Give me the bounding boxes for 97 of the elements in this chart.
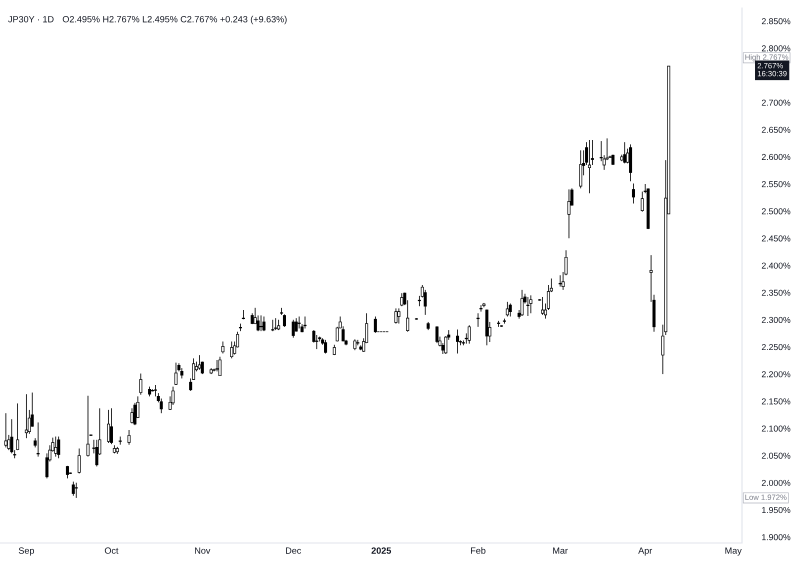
candlestick xyxy=(54,436,58,458)
candlestick xyxy=(148,386,152,397)
candlestick xyxy=(479,304,483,312)
candlestick xyxy=(24,394,28,439)
y-tick-label: 2.000% xyxy=(762,480,790,486)
candlestick xyxy=(86,395,90,458)
candlestick xyxy=(324,339,328,354)
candlestick xyxy=(374,316,377,334)
candlestick xyxy=(342,326,345,342)
candlestick xyxy=(16,402,20,451)
candlestick xyxy=(274,318,278,331)
candlestick xyxy=(292,319,295,338)
candlestick xyxy=(506,301,509,317)
candlestick xyxy=(303,316,307,329)
candlestick xyxy=(277,319,280,331)
candlestick xyxy=(424,289,427,316)
candlestick xyxy=(468,324,471,344)
candlestick xyxy=(230,341,234,359)
candlestick xyxy=(476,312,480,328)
candlestick xyxy=(526,296,530,316)
candlestick xyxy=(128,430,131,446)
candlestick xyxy=(280,307,284,316)
y-tick-label: 1.950% xyxy=(762,506,790,514)
x-tick-label: Sep xyxy=(18,547,34,556)
x-tick-label: Mar xyxy=(553,548,568,554)
candlestick xyxy=(353,338,356,351)
x-tick-label: Nov xyxy=(195,548,210,554)
candlestick xyxy=(66,465,69,479)
candlestick xyxy=(497,320,500,328)
candlestick xyxy=(502,318,506,324)
candlestick xyxy=(397,308,400,324)
x-tick-label: Feb xyxy=(471,547,486,554)
candlestick xyxy=(106,410,110,444)
candlestick xyxy=(36,422,40,458)
y-tick-label: 2.800% xyxy=(762,45,790,52)
y-tick-label: 2.400% xyxy=(762,262,790,269)
candlestick xyxy=(72,481,75,496)
candlestick xyxy=(216,360,219,372)
y-tick-label: 2.050% xyxy=(762,452,790,459)
y-tick-label: 2.450% xyxy=(762,235,790,242)
text: O2.495% H2.767% L2.495% C2.767% +0.243 (+9.63%) xyxy=(62,16,287,24)
y-tick-label: 2.700% xyxy=(762,100,790,106)
y-tick-label: 2.600% xyxy=(762,154,790,160)
y-tick-label: 2.500% xyxy=(762,208,790,214)
candlestick xyxy=(133,402,136,426)
y-tick-label: 2.550% xyxy=(762,181,790,188)
candlestick xyxy=(588,140,592,194)
x-tick-label: May xyxy=(725,548,742,556)
candlestick xyxy=(623,142,626,164)
candlestick xyxy=(174,362,178,386)
candlestick xyxy=(262,316,266,332)
candlestick xyxy=(57,436,60,459)
y-tick-label: 2.200% xyxy=(762,371,790,378)
candlestick xyxy=(632,183,636,204)
candlestick xyxy=(508,303,512,317)
candlestick xyxy=(640,191,644,212)
candlestick xyxy=(198,354,201,370)
x-tick-label: Apr xyxy=(638,548,652,556)
candlestick xyxy=(394,308,398,324)
y-tick-label: 2.150% xyxy=(762,398,790,404)
candlestick xyxy=(221,341,224,354)
y-tick-label: 2.100% xyxy=(762,426,790,432)
candlestick xyxy=(298,316,301,329)
candlestick xyxy=(259,315,263,332)
x-tick-label: 2025 xyxy=(372,547,392,554)
candlestick xyxy=(4,412,8,448)
y-tick-label: 2.650% xyxy=(762,126,790,133)
candlestick xyxy=(256,315,260,332)
candlestick xyxy=(529,294,532,314)
candlestick xyxy=(282,314,286,328)
y-tick-label: 2.350% xyxy=(762,290,790,296)
candlestick xyxy=(611,154,614,166)
y-tick-label: 1.900% xyxy=(762,534,790,540)
candlestick xyxy=(78,448,81,474)
candlestick xyxy=(271,319,274,332)
candlestick xyxy=(541,296,544,316)
x-tick-label: Oct xyxy=(104,547,118,554)
y-tick-label: 2.850% xyxy=(762,18,790,24)
candlestick xyxy=(567,188,570,239)
y-tick-label: 2.250% xyxy=(762,344,790,350)
candlestick xyxy=(139,373,142,396)
x-tick-label: Dec xyxy=(286,548,302,554)
candlestick xyxy=(315,334,318,350)
candlestick xyxy=(154,384,157,397)
candlestick xyxy=(294,318,298,332)
y-tick-label: 2.300% xyxy=(762,316,790,323)
candlestick xyxy=(579,150,582,189)
candlestick xyxy=(520,289,524,316)
text: JP30Y · 1D xyxy=(8,16,54,22)
candlestick xyxy=(110,408,113,445)
candlestick xyxy=(435,326,439,344)
candlestick xyxy=(238,323,242,332)
candlestick xyxy=(130,408,134,424)
candlestick xyxy=(218,356,222,376)
candlestick xyxy=(558,274,562,288)
candlestick xyxy=(74,482,78,498)
candlestick xyxy=(456,329,460,354)
